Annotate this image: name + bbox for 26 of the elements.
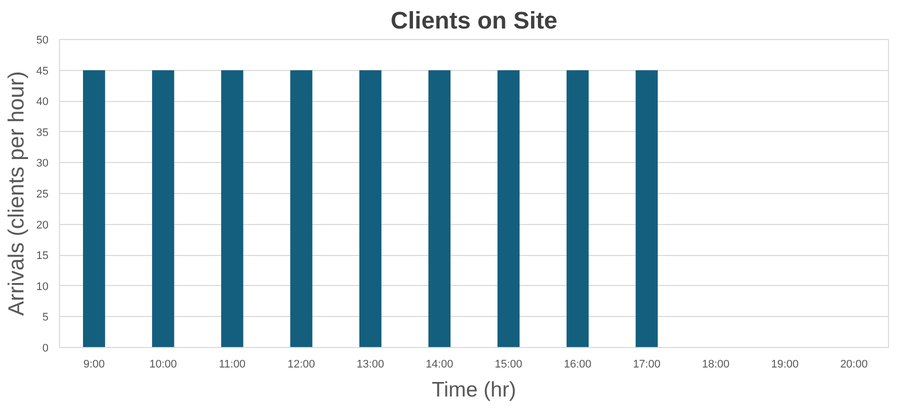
x-tick-label: 20:00	[840, 358, 868, 370]
y-tick-label: 25	[36, 188, 49, 200]
x-tick-label: 12:00	[288, 358, 316, 370]
y-tick-label: 45	[36, 65, 49, 78]
x-tick-label: 11:00	[218, 358, 246, 370]
y-tick-label: 40	[36, 96, 49, 108]
y-axis-title: Arrivals (clients per hour)	[3, 71, 28, 316]
y-tick-label: 10	[36, 280, 49, 293]
x-tick-label: 14:00	[426, 358, 454, 370]
x-tick-label: 10:00	[149, 358, 177, 370]
x-tick-label: 17:00	[632, 358, 660, 370]
y-tick-label: 20	[36, 219, 49, 232]
x-tick-label: 18:00	[702, 358, 730, 370]
y-tick-label: 35	[36, 126, 49, 139]
y-tick-label: 15	[36, 250, 49, 262]
x-tick-label: 19:00	[771, 358, 799, 370]
x-tick-label: 9:00	[83, 358, 105, 370]
x-axis-title: Time (hr)	[432, 378, 516, 402]
y-tick-label: 5	[42, 312, 49, 324]
x-tick-label: 15:00	[494, 358, 522, 370]
y-tick-label: 50	[36, 34, 49, 46]
x-tick-label: 16:00	[564, 358, 592, 370]
y-tick-label: 0	[42, 342, 49, 354]
x-tick-label: 13:00	[356, 358, 384, 370]
y-tick-label: 30	[36, 158, 49, 170]
chart-title: Clients on Site	[390, 8, 558, 34]
